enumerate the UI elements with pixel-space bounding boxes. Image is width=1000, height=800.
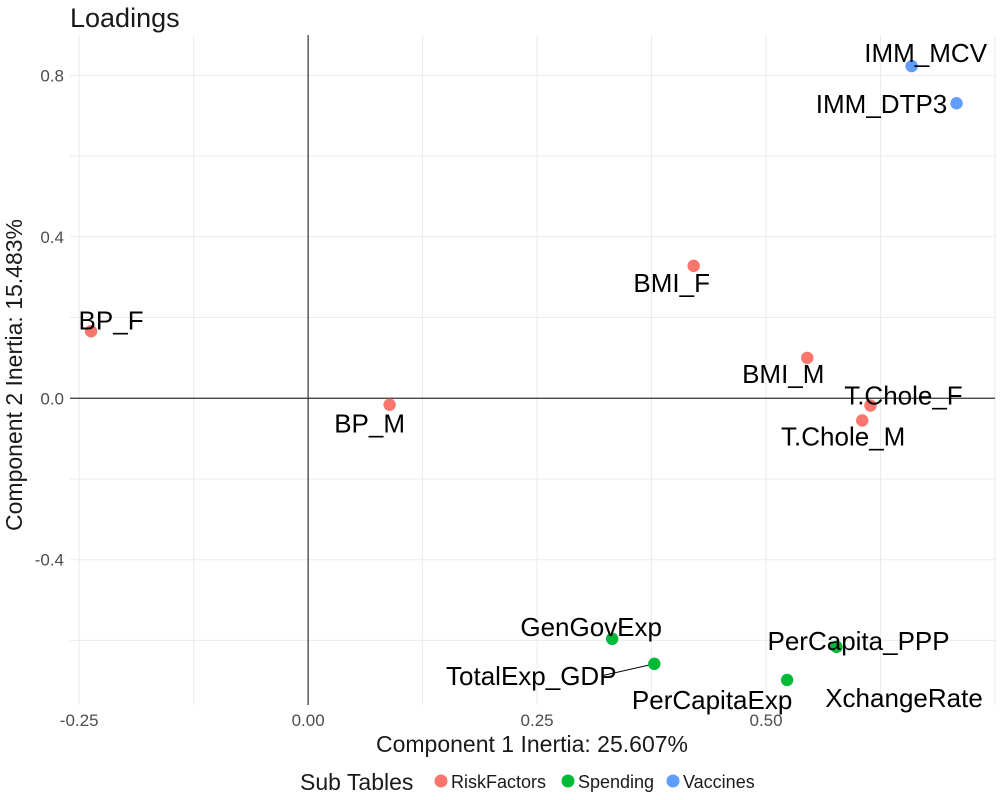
y-axis-title: Component 2 Inertia: 15.483% — [1, 219, 27, 531]
y-tick-label: 0.0 — [40, 389, 64, 408]
y-tick-label: 0.8 — [40, 66, 64, 85]
legend-title: Sub Tables — [300, 769, 413, 795]
reference-lines — [70, 35, 995, 705]
point-percapita-ppp — [830, 640, 843, 654]
x-tick-label: -0.25 — [60, 711, 99, 730]
x-tick-label: 0.00 — [292, 711, 325, 730]
point-bp-f — [84, 325, 98, 338]
point-label-percapitaexp: PerCapitaExp — [632, 685, 792, 715]
y-tick-label: -0.4 — [35, 551, 64, 570]
point-bp-m — [383, 398, 396, 411]
point-imm-dtp3 — [950, 97, 963, 110]
point-label-percapita-ppp: PerCapita_PPP — [768, 626, 950, 656]
data-points — [84, 59, 963, 687]
point-label-bmi-f: BMI_F — [633, 268, 710, 298]
point-gengovexp — [605, 632, 619, 646]
point-label-t-chole-m: T.Chole_M — [781, 421, 905, 451]
point-t-chole-f — [864, 399, 877, 412]
point-t-chole-m — [856, 414, 869, 427]
leader-line-totalexp-gdp — [601, 663, 655, 677]
y-tick-label: 0.4 — [40, 228, 64, 247]
legend-key-riskfactors — [434, 774, 448, 788]
point-label-t-chole-f: T.Chole_F — [844, 381, 963, 411]
legend-label-vaccines: Vaccines — [683, 772, 755, 792]
x-axis-title: Component 1 Inertia: 25.607% — [376, 731, 688, 757]
point-label-bmi-m: BMI_M — [742, 359, 824, 389]
point-label-bp-f: BP_F — [79, 305, 144, 335]
point-totalexp-gdp — [648, 657, 661, 671]
point-label-bp-m: BP_M — [334, 409, 405, 439]
legend-key-vaccines — [666, 774, 680, 788]
point-label-gengovexp: GenGovExp — [520, 612, 662, 642]
point-label-totalexp-gdp: TotalExp_GDP — [446, 661, 617, 691]
point-label-imm-mcv: IMM_MCV — [864, 38, 987, 68]
label-leader-lines — [601, 663, 655, 677]
point-percapitaexp — [780, 673, 794, 687]
point-bmi-m — [801, 351, 814, 365]
x-tick-label: 0.25 — [521, 711, 554, 730]
tick-labels: -0.25 0.00 0.25 0.50 -0.4 0.0 0.4 0.8 — [35, 66, 783, 730]
grid-lines — [70, 35, 996, 705]
point-label-xchangerate: XchangeRate — [825, 683, 983, 713]
legend: Sub Tables RiskFactors Spending Vaccines — [300, 769, 755, 795]
point-bmi-f — [687, 259, 700, 273]
chart-title: Loadings — [70, 3, 180, 33]
point-imm-mcv — [905, 59, 918, 73]
point-label-imm-dtp3: IMM_DTP3 — [816, 89, 947, 119]
legend-label-spending: Spending — [578, 772, 654, 792]
legend-key-spending — [561, 774, 575, 788]
point-labels: BP_F BP_M BMI_F BMI_M T.Chole_F T.Chole_M GenG… — [79, 38, 988, 715]
legend-label-riskfactors: RiskFactors — [451, 772, 546, 792]
x-tick-label: 0.50 — [749, 711, 782, 730]
